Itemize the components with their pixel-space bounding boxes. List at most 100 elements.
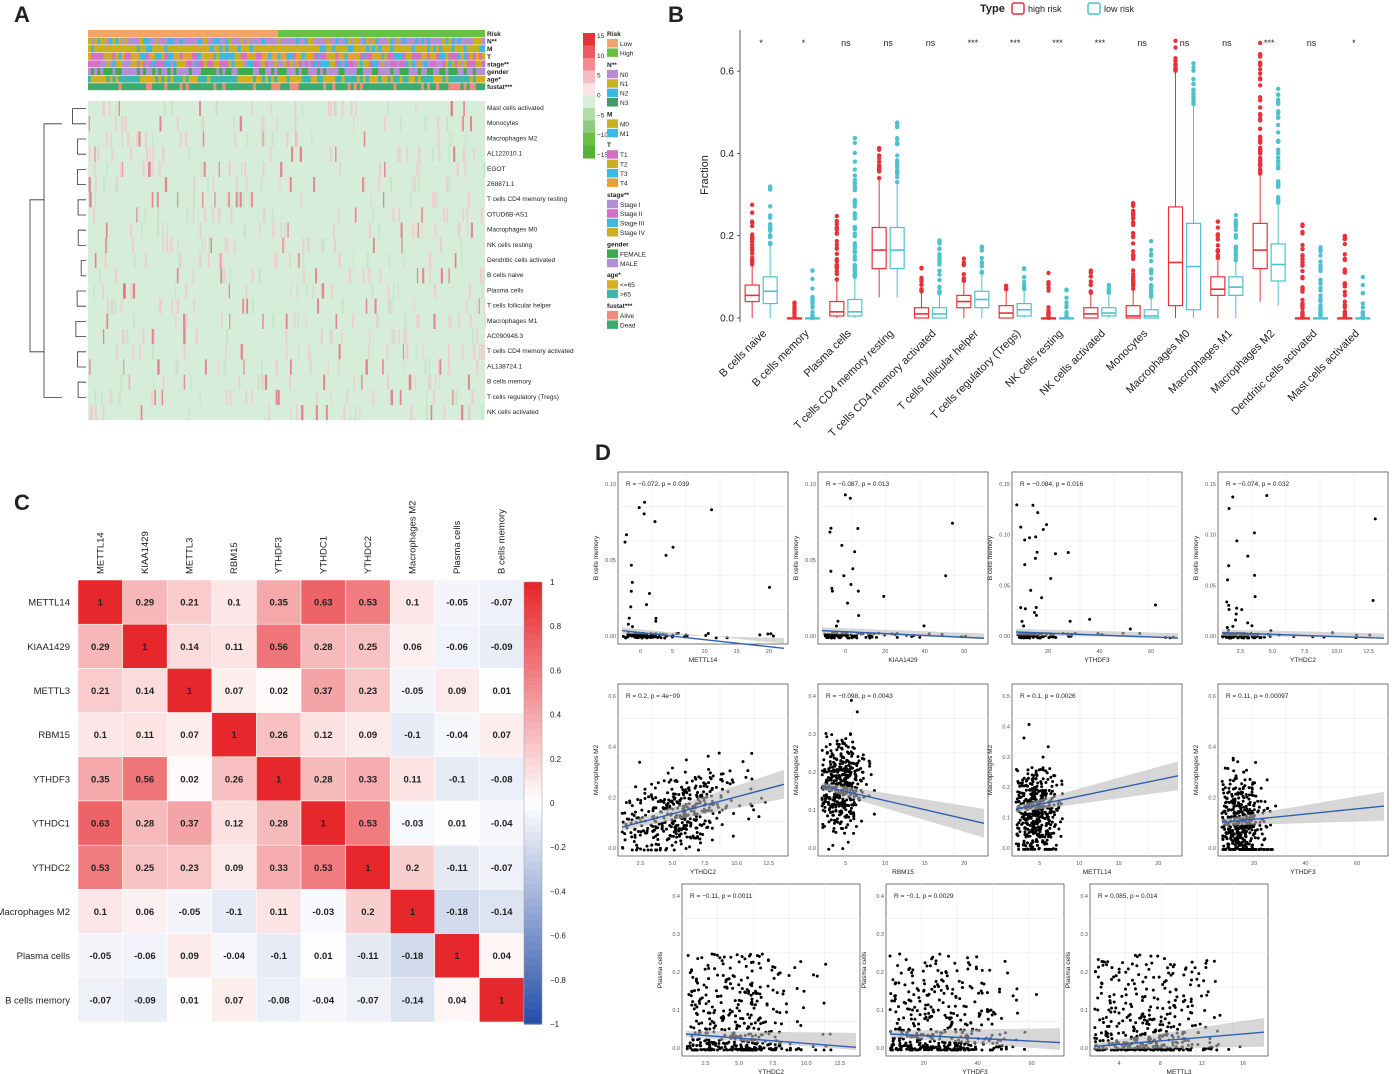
- annotation-cell: [341, 75, 345, 83]
- data-point: [846, 601, 850, 605]
- heatmap-stripe: [93, 161, 96, 177]
- annotation-cell: [97, 68, 101, 75]
- heatmap-stripe: [301, 101, 304, 117]
- heatmap-stripe: [330, 329, 333, 345]
- outlier-point: [1342, 299, 1348, 304]
- annotation-cell: [210, 83, 214, 91]
- annotation-cell: [481, 52, 486, 60]
- stat-annotation: R = −0.087, p = 0.013: [826, 481, 889, 488]
- annotation-cell: [161, 83, 165, 91]
- outlier-point: [1300, 223, 1305, 229]
- data-point: [1044, 780, 1048, 784]
- panel-letter-d: D: [595, 440, 611, 465]
- outlier-point: [810, 298, 815, 303]
- data-point: [1234, 612, 1238, 616]
- annotation-cell: [381, 68, 385, 75]
- annotation-cell: [207, 75, 211, 83]
- outlier-point: [1064, 314, 1069, 319]
- annotation-cell: [436, 45, 440, 53]
- data-point: [629, 563, 633, 567]
- legend-swatch: [1011, 2, 1025, 15]
- box-high: [1040, 270, 1057, 321]
- data-point: [640, 636, 644, 640]
- heatmap-stripe: [312, 283, 314, 299]
- annotation-cell: [368, 45, 373, 53]
- heatmap-stripe: [370, 192, 372, 208]
- heatmap-stripe: [412, 177, 414, 193]
- annotation-cell: [265, 60, 269, 68]
- annotation-cell: [142, 60, 147, 68]
- data-point: [1041, 768, 1045, 772]
- heatmap-stripe: [448, 268, 450, 284]
- annotation-cell: [167, 45, 171, 53]
- data-point: [838, 777, 842, 781]
- dendro-branch: [77, 138, 86, 155]
- annotation-cell: [359, 83, 364, 91]
- annotation-cell: [246, 52, 251, 60]
- annotation-cell: [152, 60, 156, 68]
- annotation-cell: [271, 68, 275, 75]
- heatmap-row-label: AC090948.3: [487, 333, 524, 340]
- outlier-point: [1215, 233, 1221, 238]
- data-point: [1240, 636, 1244, 640]
- correlation-cell: [122, 756, 168, 802]
- data-point: [846, 782, 850, 786]
- annotation-cell: [292, 37, 296, 45]
- annotation-cell: [216, 83, 220, 91]
- annotation-cell: [365, 60, 370, 68]
- annotation-cell: [426, 68, 431, 75]
- data-point: [750, 777, 754, 781]
- heatmap-stripe: [341, 298, 344, 314]
- outlier-point: [894, 124, 900, 130]
- outlier-point: [1275, 183, 1281, 188]
- annotation-cell: [158, 60, 162, 68]
- box: [847, 298, 863, 317]
- data-point: [842, 574, 846, 578]
- outlier-point: [1021, 266, 1027, 271]
- correlation-cell: [300, 623, 346, 669]
- correlation-cell: [211, 668, 257, 713]
- x-tick-label: 0: [844, 649, 847, 655]
- data-point: [1231, 839, 1235, 843]
- data-point: [1248, 831, 1252, 835]
- correlation-value: 0.01: [314, 951, 333, 962]
- annotation-cell: [445, 52, 449, 60]
- data-point: [1222, 848, 1226, 852]
- data-point: [838, 822, 842, 826]
- annotation-cell: [167, 83, 171, 91]
- data-point: [837, 768, 841, 772]
- annotation-cell: [158, 37, 162, 45]
- annotation-cell: [478, 68, 483, 75]
- annotation-cell: [384, 52, 388, 60]
- annotation-cell: [344, 83, 348, 91]
- annotation-cell: [320, 75, 324, 83]
- annotation-cell: [350, 68, 354, 75]
- outlier-point: [1130, 211, 1136, 216]
- annotation-cell: [420, 45, 425, 53]
- heatmap-stripe: [159, 298, 162, 314]
- data-point: [1033, 791, 1037, 795]
- data-point: [634, 785, 638, 789]
- data-point: [707, 767, 711, 771]
- y-axis-label: B cells memory: [793, 535, 800, 580]
- annotation-cell: [353, 75, 358, 83]
- annotation-cell: [396, 83, 400, 91]
- outlier-point: [1275, 165, 1281, 171]
- heatmap-stripe: [296, 131, 299, 147]
- data-point: [1036, 781, 1040, 785]
- heatmap-stripe: [367, 344, 370, 360]
- heatmap-stripe: [106, 298, 109, 314]
- data-point: [1031, 780, 1035, 784]
- data-point: [1053, 552, 1057, 556]
- heatmap-row-label: OTUD6B-AS1: [487, 211, 528, 218]
- heatmap-stripe: [335, 146, 337, 162]
- annotation-cell: [106, 60, 110, 68]
- y-tick-label: 0.2: [808, 770, 816, 776]
- y-axis-label: B cells memory: [1193, 535, 1200, 580]
- data-point: [834, 803, 838, 807]
- annotation-cell: [341, 68, 345, 75]
- data-point: [829, 569, 833, 573]
- data-point: [633, 835, 637, 839]
- heatmap-stripe: [432, 389, 436, 405]
